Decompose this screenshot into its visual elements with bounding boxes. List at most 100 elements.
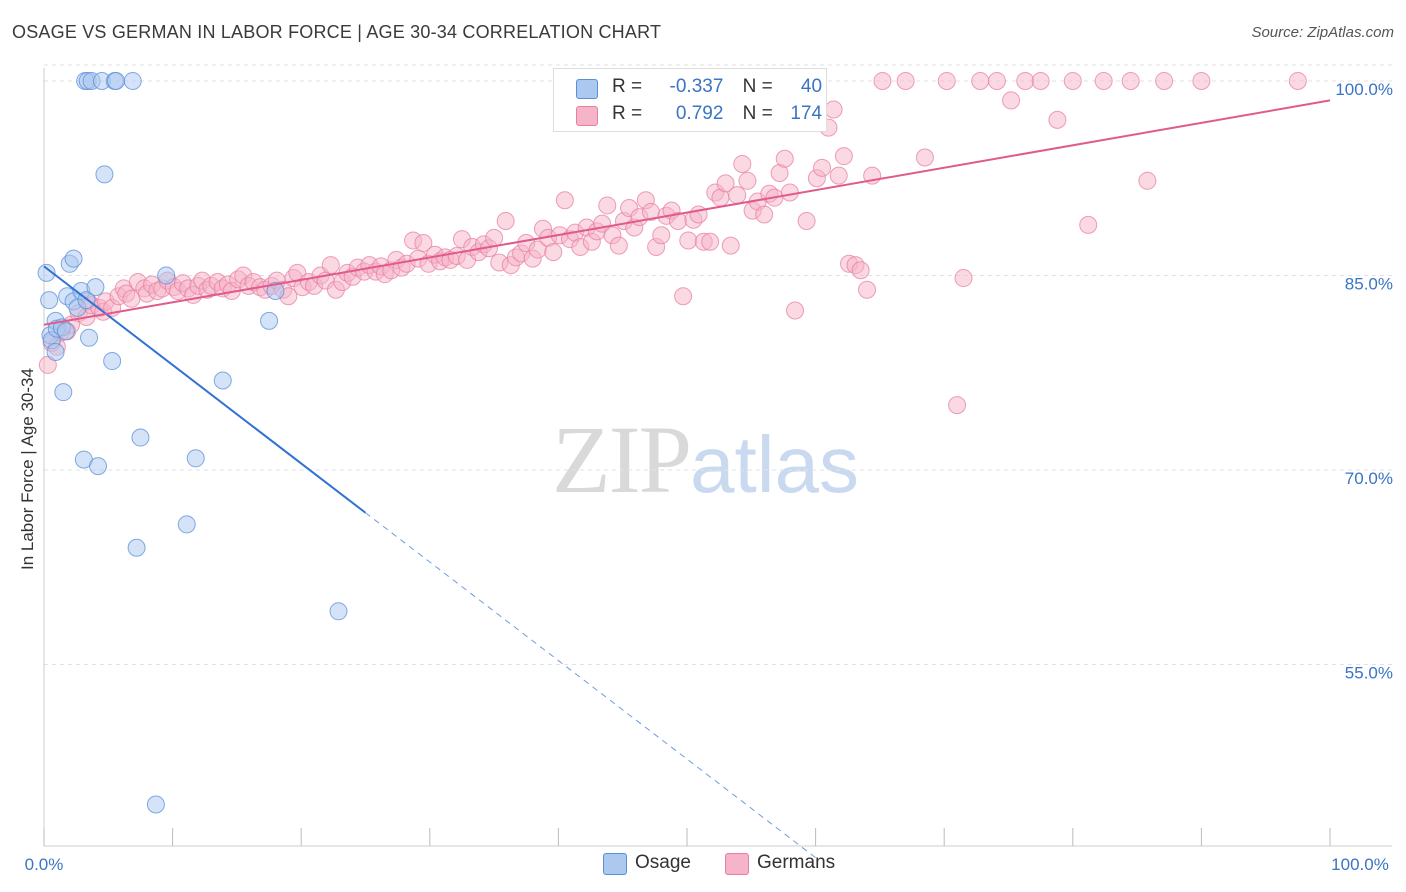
germans-swatch <box>576 106 598 126</box>
germans-point-96 <box>544 243 563 262</box>
germans-point-120 <box>674 287 693 306</box>
germans-point-140 <box>780 183 799 202</box>
germans-point-121 <box>679 231 698 250</box>
osage-r-value: -0.337 <box>669 76 724 97</box>
germans-point-125 <box>701 232 720 251</box>
osage-point-4 <box>46 342 65 361</box>
germans-point-139 <box>775 149 794 168</box>
germans-n-label: N = <box>742 103 773 124</box>
germans-point-131 <box>733 154 752 173</box>
germans-point-154 <box>858 280 877 299</box>
x-tick-label-1: 100.0% <box>1331 855 1389 874</box>
germans-point-130 <box>728 186 747 205</box>
osage-point-12 <box>64 249 83 268</box>
osage-point-36 <box>213 371 232 390</box>
osage-trend-line <box>43 265 367 514</box>
osage-point-8 <box>54 383 73 402</box>
osage-point-22 <box>86 278 105 297</box>
germans-n-value: 174 <box>790 103 823 124</box>
osage-n-value: 40 <box>800 76 823 97</box>
germans-point-165 <box>1016 71 1035 90</box>
germans-point-159 <box>937 71 956 90</box>
germans-point-172 <box>1138 171 1157 190</box>
watermark-atlas: atlas <box>690 420 859 509</box>
germans-point-170 <box>1094 71 1113 90</box>
osage-point-0 <box>37 263 56 282</box>
y-tick-label-1: 70.0% <box>1345 469 1393 488</box>
germans-point-158 <box>915 148 934 167</box>
bottom-osage-label: Osage <box>635 852 691 873</box>
germans-point-167 <box>1048 110 1067 129</box>
germans-point-85 <box>485 228 504 247</box>
osage-point-23 <box>89 457 108 476</box>
osage-point-25 <box>95 165 114 184</box>
stats-legend: R = -0.337 N = 40 R = 0.792 N = 174 <box>553 68 827 132</box>
germans-point-87 <box>496 212 515 231</box>
germans-r-value: 0.792 <box>675 103 724 124</box>
germans-point-106 <box>598 196 617 215</box>
bottom-osage-swatch <box>603 853 627 875</box>
germans-point-141 <box>786 301 805 320</box>
y-tick-label-0: 55.0% <box>1345 663 1393 682</box>
germans-point-163 <box>987 71 1006 90</box>
osage-swatch <box>576 79 598 99</box>
osage-point-35 <box>186 449 205 468</box>
germans-point-108 <box>609 236 628 255</box>
germans-point-72 <box>414 234 433 253</box>
osage-r-label: R = <box>612 76 643 97</box>
osage-n-label: N = <box>742 76 773 97</box>
osage-point-9 <box>56 322 75 341</box>
germans-point-174 <box>1192 71 1211 90</box>
osage-point-27 <box>103 352 122 371</box>
germans-point-173 <box>1155 71 1174 90</box>
germans-point-55 <box>321 256 340 275</box>
germans-point-168 <box>1063 71 1082 90</box>
germans-point-166 <box>1031 71 1050 90</box>
germans-point-116 <box>652 226 671 245</box>
germans-point-149 <box>829 166 848 185</box>
germans-point-153 <box>851 261 870 280</box>
osage-point-38 <box>260 311 279 330</box>
osage-point-1 <box>40 291 59 310</box>
germans-point-150 <box>834 147 853 166</box>
germans-point-162 <box>971 71 990 90</box>
osage-point-29 <box>123 71 142 90</box>
germans-point-129 <box>721 236 740 255</box>
germans-point-161 <box>954 269 973 288</box>
germans-point-156 <box>873 71 892 90</box>
osage-trend-extension <box>365 512 816 859</box>
germans-point-98 <box>555 191 574 210</box>
x-tick-label-0: 0.0% <box>25 855 64 874</box>
germans-point-143 <box>797 212 816 231</box>
germans-point-169 <box>1079 215 1098 234</box>
germans-point-128 <box>716 174 735 193</box>
bottom-germans-label: Germans <box>757 852 836 873</box>
y-axis-label: In Labor Force | Age 30-34 <box>18 368 37 570</box>
germans-point-160 <box>948 396 967 415</box>
osage-point-34 <box>177 515 196 534</box>
watermark-zip: ZIP <box>552 406 692 513</box>
germans-point-148 <box>824 100 843 119</box>
osage-point-28 <box>107 71 126 90</box>
germans-r-label: R = <box>612 103 643 124</box>
germans-point-146 <box>813 158 832 177</box>
germans-point-135 <box>755 205 774 224</box>
chart-title: OSAGE VS GERMAN IN LABOR FORCE | AGE 30-… <box>12 22 662 42</box>
bottom-germans-swatch <box>725 853 749 875</box>
y-tick-label-2: 85.0% <box>1345 274 1393 293</box>
germans-trend-line <box>43 99 1331 326</box>
watermark: ZIPatlas <box>552 404 859 515</box>
germans-point-157 <box>896 71 915 90</box>
osage-point-32 <box>146 795 165 814</box>
germans-point-171 <box>1121 71 1140 90</box>
osage-point-37 <box>266 282 285 301</box>
y-tick-label-3: 100.0% <box>1335 80 1393 99</box>
osage-point-33 <box>157 266 176 285</box>
osage-point-30 <box>127 538 146 557</box>
osage-point-20 <box>80 328 99 347</box>
osage-point-39 <box>329 602 348 621</box>
germans-point-175 <box>1288 71 1307 90</box>
germans-point-132 <box>738 171 757 190</box>
source-label: Source: ZipAtlas.com <box>1251 24 1394 41</box>
